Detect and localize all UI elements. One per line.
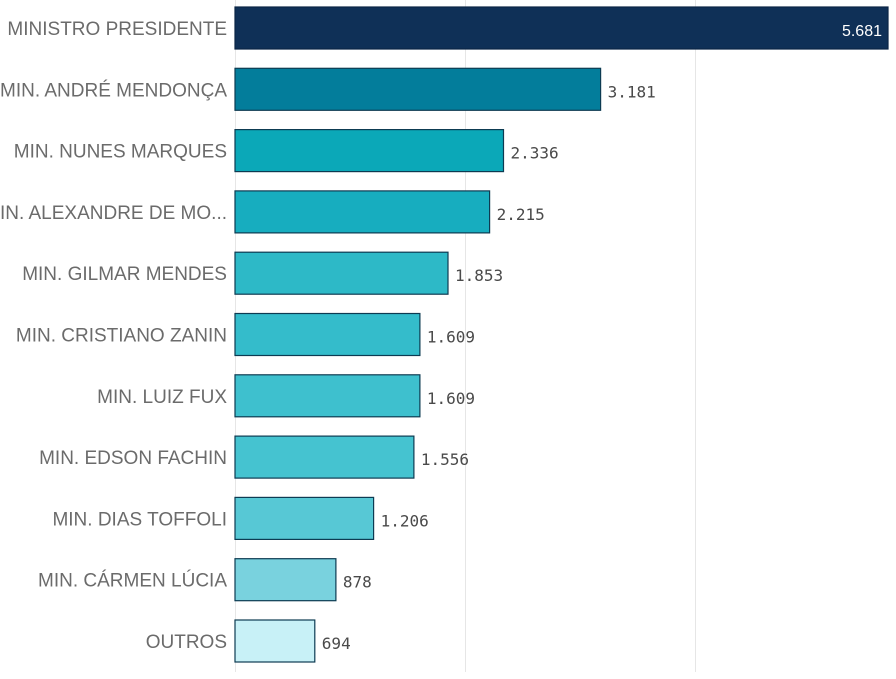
bar-0[interactable] (234, 6, 889, 50)
bar-8[interactable] (234, 496, 375, 540)
value-label-7: 1.556 (421, 450, 469, 469)
value-label-5: 1.609 (427, 328, 475, 347)
category-label-3: MIN. ALEXANDRE DE MO... (0, 203, 227, 224)
value-label-2: 2.336 (511, 144, 559, 163)
value-label-3: 2.215 (497, 205, 545, 224)
category-label-7: MIN. EDSON FACHIN (39, 448, 227, 469)
value-label-9: 878 (343, 573, 372, 592)
value-label-10: 694 (322, 634, 351, 653)
category-label-10: OUTROS (146, 632, 227, 653)
bar-1[interactable] (234, 67, 602, 111)
bars (234, 6, 889, 663)
category-label-0: MINISTRO PRESIDENTE (7, 19, 227, 40)
bar-4[interactable] (234, 251, 449, 295)
bar-3[interactable] (234, 190, 491, 234)
bar-2[interactable] (234, 129, 505, 173)
value-label-4: 1.853 (455, 266, 503, 285)
bar-9[interactable] (234, 558, 337, 602)
bar-5[interactable] (234, 312, 421, 357)
category-label-1: MIN. ANDRÉ MENDONÇA (0, 80, 227, 101)
bar-6[interactable] (234, 374, 421, 418)
category-label-5: MIN. CRISTIANO ZANIN (16, 326, 227, 347)
bar-10[interactable] (234, 619, 316, 663)
category-label-2: MIN. NUNES MARQUES (14, 142, 227, 163)
bar-7[interactable] (234, 435, 415, 479)
value-label-6: 1.609 (427, 389, 475, 408)
category-label-8: MIN. DIAS TOFFOLI (52, 509, 227, 530)
category-label-6: MIN. LUIZ FUX (97, 387, 227, 408)
category-label-9: MIN. CÁRMEN LÚCIA (38, 570, 227, 592)
value-label-1: 3.181 (608, 82, 656, 101)
value-label-8: 1.206 (381, 511, 429, 530)
labels: MINISTRO PRESIDENTE 5.681 MIN. ANDRÉ MENDO… (0, 19, 882, 653)
value-label-0: 5.681 (842, 23, 882, 40)
category-label-4: MIN. GILMAR MENDES (22, 264, 227, 285)
